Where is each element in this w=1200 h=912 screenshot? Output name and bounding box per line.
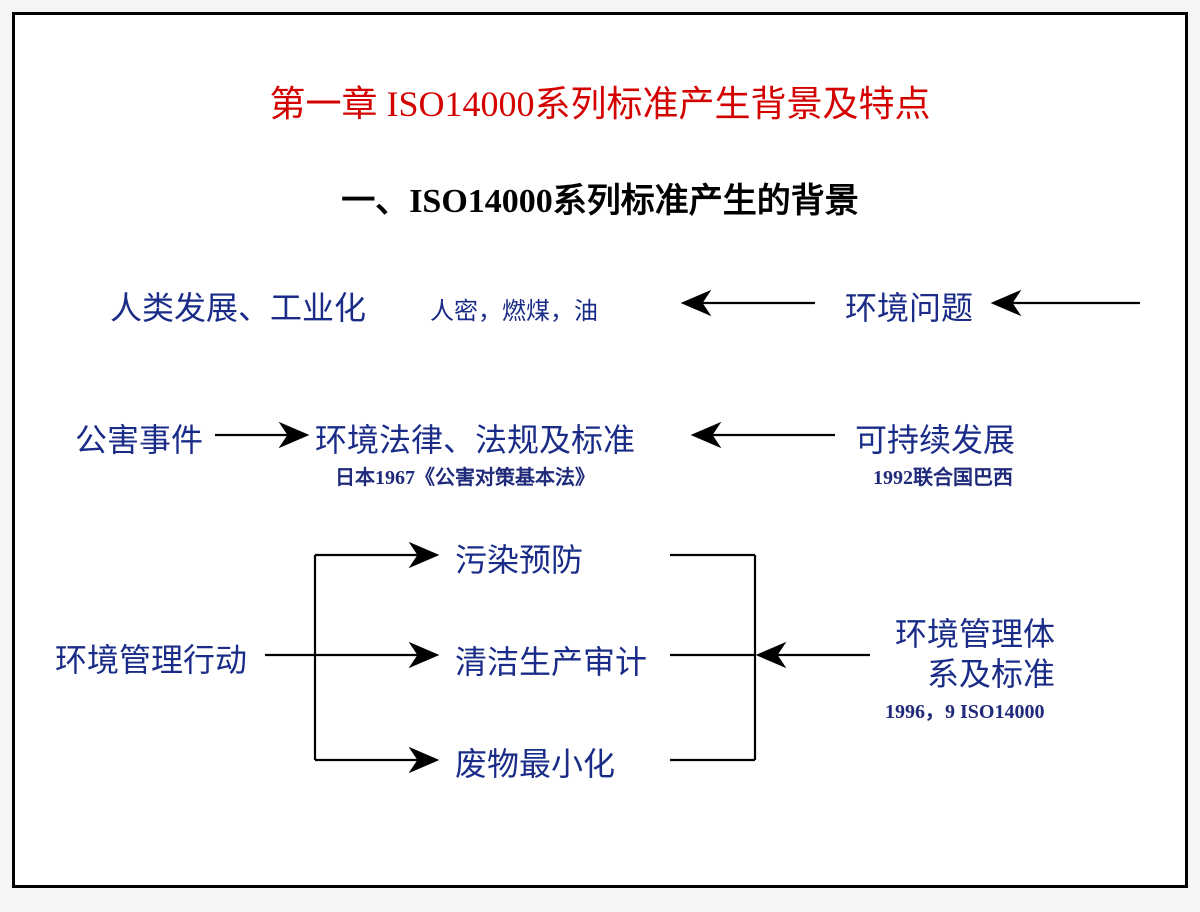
node-pollution-incident: 公害事件: [75, 415, 203, 461]
node-waste-minimization: 废物最小化: [455, 739, 615, 785]
node-env-problem: 环境问题: [845, 283, 973, 329]
node-env-mgmt-action: 环境管理行动: [55, 635, 247, 681]
slide-frame: 第一章 ISO14000系列标准产生背景及特点 一、ISO14000系列标准产生…: [12, 12, 1188, 888]
sub-1992-un-brazil: 1992联合国巴西: [873, 461, 1013, 490]
node-pollution-prevention: 污染预防: [455, 535, 583, 581]
sub-1996-iso14000: 1996，9 ISO14000: [885, 695, 1044, 724]
node-ems-standard-l2: 系及标准: [927, 649, 1055, 695]
section-subtitle: 一、ISO14000系列标准产生的背景: [15, 173, 1185, 222]
node-human-dev-detail: 人密，燃煤，油: [430, 291, 598, 326]
node-env-law: 环境法律、法规及标准: [315, 415, 635, 461]
node-clean-production-audit: 清洁生产审计: [455, 637, 647, 683]
node-human-dev: 人类发展、工业化: [110, 283, 366, 329]
sub-japan-1967: 日本1967《公害对策基本法》: [335, 461, 595, 490]
node-sustainable-dev: 可持续发展: [855, 415, 1015, 461]
chapter-title: 第一章 ISO14000系列标准产生背景及特点: [15, 75, 1185, 127]
